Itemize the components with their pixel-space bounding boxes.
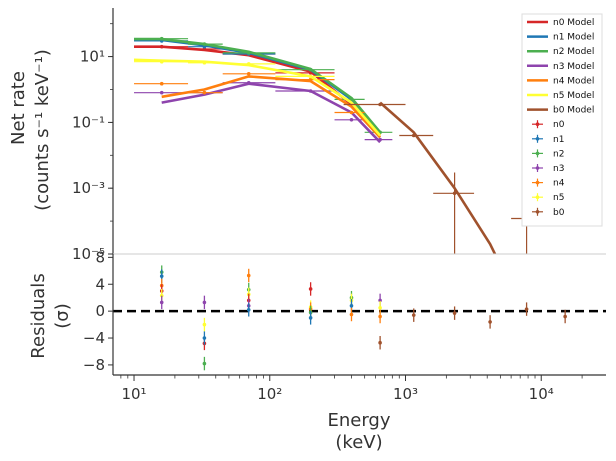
- legend-marker-dot: [535, 180, 540, 185]
- residual-point: [488, 320, 492, 324]
- data-point: [378, 137, 382, 142]
- residual-point: [378, 305, 382, 310]
- legend-label: n3: [553, 164, 564, 174]
- data-point: [349, 97, 354, 102]
- y-tick-label: 10¹: [80, 48, 105, 66]
- data-point: [159, 59, 164, 64]
- residual-point: [202, 361, 207, 366]
- legend-marker-dot: [535, 210, 540, 214]
- residuals-ylabel-line2: (σ): [52, 303, 73, 328]
- data-point: [202, 44, 207, 49]
- data-point: [159, 90, 164, 95]
- y-tick-label: 10⁻³: [72, 179, 105, 197]
- x-tick-label: 10⁴: [529, 385, 554, 403]
- residual-point: [202, 322, 207, 327]
- residual-point: [308, 287, 313, 291]
- residual-point: [378, 298, 382, 303]
- data-point: [246, 51, 251, 55]
- residuals-axes: 8 4 0 −4 −8 10¹ 10² 10³ 10⁴: [83, 248, 583, 403]
- data-point: [308, 67, 313, 72]
- data-point: [246, 80, 251, 85]
- legend-marker-dot: [535, 166, 540, 170]
- data-point: [246, 62, 251, 66]
- data-point: [202, 90, 207, 95]
- spectrum-panel: 10¹ 10⁻¹ 10⁻³ 10⁻⁵ Net rate (counts s⁻¹ keV…: [8, 8, 606, 263]
- spectrum-series: [133, 36, 542, 254]
- residual-point: [411, 313, 416, 317]
- residual-point: [159, 274, 164, 278]
- residual-point: [159, 300, 164, 305]
- residual-y-tick-label: 4: [95, 275, 105, 293]
- residual-point: [202, 336, 207, 340]
- data-point: [159, 44, 164, 49]
- residual-point: [349, 303, 354, 308]
- legend-marker-dot: [535, 151, 540, 156]
- residual-point: [246, 307, 251, 312]
- legend-label: n5 Model: [553, 91, 594, 101]
- data-point: [308, 77, 313, 82]
- y-tick-label: 10⁻⁵: [72, 245, 105, 263]
- x-tick-label: 10²: [257, 385, 282, 403]
- legend-marker-dot: [535, 122, 540, 126]
- x-axis-label-line2: (keV): [335, 432, 382, 453]
- legend-label: n4: [553, 179, 565, 189]
- legend-marker-dot: [535, 137, 540, 141]
- residual-y-tick-label: −8: [83, 356, 105, 374]
- x-tick-label: 10¹: [121, 385, 146, 403]
- legend-label: n0 Model: [553, 18, 594, 28]
- model-line: [133, 58, 382, 137]
- model-line: [161, 75, 382, 139]
- residual-point: [378, 340, 382, 345]
- residual-y-tick-label: 0: [95, 302, 105, 320]
- data-point: [308, 89, 313, 93]
- residual-point: [202, 300, 207, 305]
- y-tick-label: 10⁻¹: [72, 113, 105, 131]
- residual-point: [349, 312, 354, 317]
- model-line: [379, 101, 497, 254]
- spectrum-y-axis: 10¹ 10⁻¹ 10⁻³ 10⁻⁵: [72, 23, 113, 263]
- residual-y-tick-label: 8: [95, 248, 105, 266]
- spectrum-ylabel-line2: (counts s⁻¹ keV⁻¹): [32, 49, 53, 211]
- residual-point: [246, 273, 251, 278]
- data-point: [349, 110, 354, 115]
- legend-marker-dot: [535, 195, 540, 199]
- legend-box: [521, 13, 603, 227]
- residual-point: [452, 311, 457, 315]
- legend-label: n2: [553, 149, 564, 159]
- data-point: [308, 71, 313, 75]
- residual-point: [308, 316, 313, 320]
- legend-label: n5: [553, 193, 564, 203]
- legend-label: n1 Model: [553, 33, 594, 43]
- model-line: [161, 82, 382, 144]
- data-point: [308, 74, 313, 79]
- legend-label: n1: [553, 135, 564, 145]
- residuals-ylabel-line1: Residuals: [28, 273, 49, 358]
- data-point: [246, 72, 251, 76]
- residual-y-tick-label: −4: [83, 329, 105, 347]
- data-point: [202, 42, 207, 46]
- data-point: [159, 36, 164, 41]
- data-point: [378, 102, 382, 107]
- residuals-panel: 8 4 0 −4 −8 10¹ 10² 10³ 10⁴ Residuals (σ) Energy…: [28, 248, 606, 453]
- legend-label: n3 Model: [553, 62, 594, 72]
- legend: n0 Model n1 Model n2 Model n3 Model n4 Model…: [521, 13, 603, 227]
- residual-point: [524, 307, 529, 311]
- residual-points: [159, 265, 567, 371]
- data-point: [411, 133, 416, 138]
- legend-label: n4 Model: [553, 76, 594, 86]
- legend-label: n0: [553, 120, 565, 130]
- residual-point: [563, 314, 567, 319]
- x-tick-label: 10³: [393, 385, 418, 403]
- residual-point: [378, 314, 382, 319]
- data-point: [202, 60, 207, 65]
- data-point: [452, 191, 457, 196]
- data-point: [349, 117, 354, 122]
- legend-label: b0 Model: [553, 106, 594, 116]
- spectrum-ylabel-line1: Net rate: [8, 71, 29, 145]
- legend-label: n2 Model: [553, 47, 594, 57]
- data-point: [159, 81, 164, 86]
- legend-label: b0: [553, 208, 565, 218]
- x-axis-label-line1: Energy: [327, 410, 390, 431]
